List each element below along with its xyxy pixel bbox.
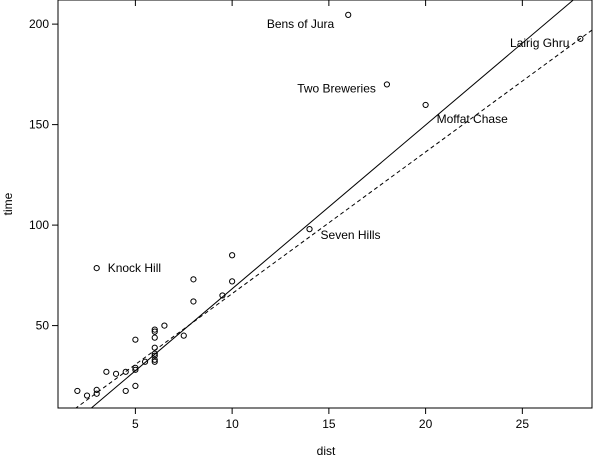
- data-point: [151, 358, 158, 365]
- dashed-fit-line: [75, 29, 592, 408]
- x-tick-label: 10: [225, 417, 239, 431]
- data-point: [151, 334, 158, 341]
- solid-fit-line: [90, 0, 575, 408]
- data-point: [93, 390, 100, 397]
- data-point: [190, 298, 197, 305]
- x-axis: 5 10 15 20 25: [132, 0, 529, 431]
- data-point: [122, 368, 129, 375]
- point-label: Moffat Chase: [437, 112, 508, 126]
- point-label: Knock Hill: [108, 261, 161, 275]
- data-point: [306, 226, 313, 233]
- data-point: [151, 356, 158, 363]
- data-point: [180, 332, 187, 339]
- data-point: [577, 35, 584, 42]
- data-point: [103, 368, 110, 375]
- y-tick-label: 100: [29, 218, 49, 232]
- point-label: Seven Hills: [321, 228, 381, 242]
- data-point: [422, 101, 429, 109]
- data-point: [132, 336, 139, 343]
- plot-frame: [57, 0, 593, 409]
- data-point: [151, 350, 158, 357]
- x-tick-label: 5: [132, 417, 139, 431]
- data-point: [132, 364, 139, 371]
- x-axis-label: dist: [317, 444, 336, 458]
- data-point: [190, 276, 197, 283]
- data-point: [83, 392, 91, 399]
- data-point: [141, 358, 149, 365]
- data-point: [383, 81, 391, 88]
- data-point: [132, 382, 139, 389]
- x-tick-label: 20: [419, 417, 433, 431]
- y-tick-label: 150: [29, 118, 49, 132]
- x-tick-label: 25: [516, 417, 530, 431]
- data-point: [161, 322, 168, 329]
- data-point: [151, 352, 158, 359]
- data-point: [345, 11, 352, 18]
- x-tick-label: 15: [322, 417, 336, 431]
- y-axis: 50 100 150 200: [29, 17, 58, 333]
- data-point: [112, 370, 120, 377]
- data-point: [93, 386, 100, 394]
- data-point: [151, 328, 158, 335]
- data-points: [74, 11, 584, 399]
- data-point: [132, 366, 139, 373]
- point-label: Lairig Ghru: [510, 36, 569, 50]
- data-point: [93, 265, 100, 272]
- data-point: [74, 387, 81, 395]
- data-point: [151, 344, 158, 351]
- y-axis-label: time: [1, 192, 15, 215]
- data-point: [151, 326, 158, 333]
- data-point: [219, 292, 226, 299]
- y-tick-label: 200: [29, 17, 49, 31]
- point-labels: Knock Hill Seven Hills Bens of Jura Two Bre…: [108, 17, 570, 275]
- point-label: Bens of Jura: [267, 17, 335, 31]
- data-point: [229, 278, 236, 285]
- data-point: [229, 252, 236, 259]
- point-label: Two Breweries: [297, 81, 376, 95]
- fit-lines: [75, 0, 592, 408]
- data-point: [122, 387, 129, 395]
- y-tick-label: 50: [36, 319, 50, 333]
